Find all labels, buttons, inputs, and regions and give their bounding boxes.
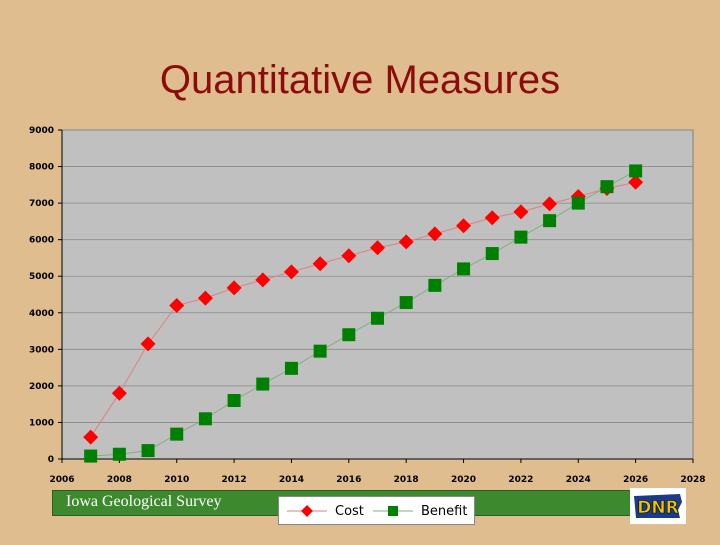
y-tick-label: 7000 xyxy=(29,199,54,209)
data-point-benefit xyxy=(284,361,298,375)
legend-item-benefit: Benefit xyxy=(371,501,471,521)
data-point-benefit xyxy=(399,296,413,310)
x-tick-label: 2010 xyxy=(164,475,189,485)
y-tick-label: 2000 xyxy=(29,382,54,392)
data-point-benefit xyxy=(571,196,585,210)
data-point-benefit xyxy=(141,444,155,458)
x-tick-label: 2018 xyxy=(394,475,419,485)
y-tick-label: 1000 xyxy=(29,418,54,428)
x-tick-label: 2006 xyxy=(49,475,74,485)
footer-text: Iowa Geological Survey xyxy=(66,493,222,510)
data-point-cost xyxy=(542,196,558,212)
data-point-cost xyxy=(169,297,185,313)
dnr-logo-icon: DNR xyxy=(630,488,686,524)
data-point-cost xyxy=(140,336,156,352)
x-tick-label: 2020 xyxy=(451,475,476,485)
x-tick-label: 2016 xyxy=(336,475,361,485)
data-point-benefit xyxy=(543,214,557,228)
legend-swatch-benefit xyxy=(373,506,413,516)
y-tick-label: 4000 xyxy=(29,309,54,319)
data-point-cost xyxy=(628,174,644,190)
data-point-cost xyxy=(370,240,385,256)
data-point-cost xyxy=(226,280,242,296)
data-point-benefit xyxy=(457,262,471,276)
data-point-benefit xyxy=(112,447,126,461)
data-point-benefit xyxy=(514,230,528,244)
legend-item-cost: Cost xyxy=(285,501,375,521)
data-point-cost xyxy=(312,256,328,272)
data-point-benefit xyxy=(198,412,212,426)
data-point-benefit xyxy=(629,164,643,178)
legend-label-cost: Cost xyxy=(335,504,364,519)
data-point-cost xyxy=(513,204,529,220)
data-point-benefit xyxy=(342,328,356,342)
data-point-benefit xyxy=(371,311,384,325)
logo-text: DNR xyxy=(637,498,678,518)
data-point-cost xyxy=(111,385,127,401)
y-tick-label: 0 xyxy=(48,455,54,465)
chart-legend: Cost Benefit xyxy=(278,496,475,525)
data-point-cost xyxy=(456,218,472,234)
data-point-cost xyxy=(398,234,414,250)
data-point-benefit xyxy=(256,377,270,391)
y-tick-label: 8000 xyxy=(29,163,54,173)
x-tick-label: 2008 xyxy=(107,475,132,485)
data-point-cost xyxy=(427,226,443,242)
data-point-benefit xyxy=(170,427,184,441)
y-tick-label: 3000 xyxy=(29,345,54,355)
data-point-cost xyxy=(484,210,500,226)
data-point-benefit xyxy=(600,180,614,194)
data-point-benefit xyxy=(485,247,499,261)
data-point-benefit xyxy=(84,449,98,463)
x-tick-label: 2028 xyxy=(680,475,705,485)
x-tick-label: 2012 xyxy=(222,475,247,485)
data-point-cost xyxy=(255,272,271,288)
y-tick-label: 5000 xyxy=(29,272,54,282)
legend-swatch-cost xyxy=(287,505,327,517)
legend-label-benefit: Benefit xyxy=(421,504,468,519)
data-point-cost xyxy=(283,264,299,280)
data-point-benefit xyxy=(428,278,442,292)
x-tick-label: 2024 xyxy=(566,475,591,485)
x-tick-label: 2014 xyxy=(279,475,304,485)
data-point-benefit xyxy=(313,344,327,358)
x-tick-label: 2022 xyxy=(508,475,533,485)
data-point-cost xyxy=(197,290,213,306)
slide-title: Quantitative Measures xyxy=(159,58,561,102)
y-tick-label: 6000 xyxy=(29,236,54,246)
plot-area xyxy=(61,129,694,460)
y-tick-label: 9000 xyxy=(29,126,54,136)
dnr-logo: DNR xyxy=(630,488,686,524)
data-point-cost xyxy=(341,248,357,264)
data-point-benefit xyxy=(227,394,241,408)
data-point-cost xyxy=(83,429,99,445)
x-tick-label: 2026 xyxy=(623,475,648,485)
